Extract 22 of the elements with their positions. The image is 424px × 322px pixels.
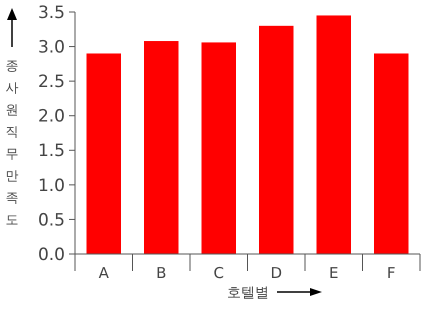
bar: [374, 53, 408, 254]
x-tick-label: B: [156, 264, 166, 282]
y-tick-label: 0.5: [38, 210, 65, 230]
y-tick-label: 3.5: [38, 2, 65, 23]
x-tick-label: D: [270, 264, 282, 282]
x-tick-label: A: [98, 264, 110, 282]
y-tick-label: 2.5: [38, 72, 65, 92]
y-axis-title: 종사원직무만족도: [6, 59, 18, 228]
y-tick-label: 2.0: [38, 106, 65, 127]
y-tick-label: 1.0: [38, 176, 65, 196]
x-tick-label: C: [214, 264, 224, 282]
y-tick-label: 0.0: [38, 244, 65, 265]
bar: [86, 53, 121, 254]
bar: [316, 15, 351, 254]
bar: [144, 41, 178, 254]
bar: [259, 26, 294, 254]
y-tick-label: 1.5: [38, 141, 65, 162]
bar: [202, 42, 236, 254]
x-tick-label: E: [329, 264, 338, 282]
x-tick-label: F: [386, 264, 396, 282]
x-axis-title: 호텔별: [227, 285, 269, 301]
y-tick-label: 3.0: [38, 38, 65, 58]
